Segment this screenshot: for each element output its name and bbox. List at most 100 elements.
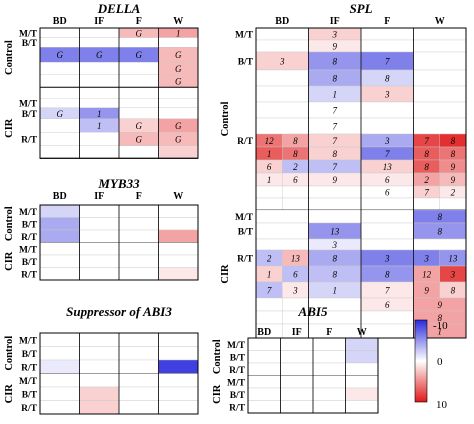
- group-label: Control: [220, 102, 231, 137]
- group-label: Control: [212, 339, 223, 374]
- heatmap-cell: [255, 27, 309, 41]
- cell-label: 7: [385, 57, 390, 67]
- cell-label: G: [175, 76, 182, 86]
- column-header: W: [357, 327, 367, 338]
- heatmap-cell: [308, 197, 362, 211]
- cell-label: 1: [333, 286, 338, 296]
- heatmap-cell: [118, 373, 159, 388]
- cell-label: 7: [267, 286, 272, 296]
- row-label: M/T: [19, 208, 38, 218]
- cell-label: 1: [267, 270, 272, 280]
- heatmap-cell: [255, 85, 309, 103]
- heatmap-cell: [39, 386, 80, 401]
- heatmap-cell: [345, 362, 379, 376]
- heatmap-cell: [158, 97, 199, 108]
- cell-label: 8: [333, 254, 338, 264]
- cell-label: 3: [423, 254, 429, 264]
- heatmap-cell: [118, 107, 159, 120]
- heatmap-cell: [360, 117, 414, 135]
- heatmap-cell: [118, 145, 159, 159]
- heatmap-cell: [158, 346, 199, 361]
- heatmap-cell: [308, 323, 362, 339]
- panel-title: DELLA: [97, 1, 141, 16]
- cell-label: 3: [332, 30, 338, 40]
- heatmap-cell: [413, 117, 467, 135]
- panel-title: MYB33: [97, 176, 140, 191]
- cell-label: G: [136, 50, 143, 60]
- heatmap-cell: [360, 101, 414, 119]
- heatmap-cell: [39, 346, 80, 361]
- cell-label: 1: [438, 327, 443, 337]
- heatmap-cell: [247, 337, 281, 351]
- heatmap-cell: [312, 362, 346, 376]
- heatmap-cell: [39, 217, 80, 231]
- heatmap-cell: [158, 37, 199, 48]
- cell-label: 1: [267, 149, 272, 159]
- row-label: B/T: [22, 220, 38, 230]
- heatmap-cell: [255, 69, 309, 87]
- column-header: IF: [330, 16, 340, 27]
- heatmap-cell: [413, 69, 467, 87]
- cell-label: 8: [451, 149, 456, 159]
- heatmap-cell: [282, 197, 309, 211]
- heatmap-cell: [39, 267, 80, 281]
- heatmap-cell: [247, 362, 281, 376]
- cell-label: 7: [333, 106, 338, 116]
- row-label: R/T: [229, 403, 246, 413]
- cell-label: 1: [176, 28, 181, 38]
- cell-label: 13: [448, 254, 458, 264]
- cell-label: G: [57, 109, 64, 119]
- cell-label: 7: [385, 286, 390, 296]
- heatmap-cell: [280, 375, 314, 389]
- cell-label: 8: [333, 74, 338, 84]
- cell-label: 9: [333, 42, 338, 52]
- color-legend: -10 0 10: [414, 319, 448, 411]
- cell-label: 3: [384, 90, 390, 100]
- heatmap-cell: [158, 267, 199, 281]
- cell-label: 3: [332, 240, 338, 250]
- cell-label: 2: [293, 162, 298, 172]
- heatmap-cell: [308, 209, 362, 224]
- column-header: IF: [94, 191, 104, 202]
- cell-label: 9: [333, 175, 338, 185]
- group-label: Control: [4, 336, 15, 371]
- cell-label: 3: [384, 136, 390, 146]
- heatmap-cell: [360, 39, 414, 53]
- heatmap-panel-sabi3: Suppressor of ABI3 M/T B/T R/T Control M/T B/T…: [4, 304, 199, 415]
- heatmap-cell: [158, 217, 199, 231]
- heatmap-cell: [79, 229, 120, 243]
- group-label: CIR: [220, 264, 231, 284]
- cell-label: 6: [385, 300, 390, 310]
- heatmap-cell: [345, 387, 379, 401]
- cell-label: 8: [333, 270, 338, 280]
- heatmap-cell: [39, 97, 80, 108]
- heatmap-cell: [118, 346, 159, 361]
- heatmap-cell: [79, 145, 120, 159]
- row-label: R/T: [21, 363, 38, 373]
- cell-label: 13: [330, 227, 340, 237]
- heatmap-cell: [247, 375, 281, 389]
- heatmap-cell: [39, 359, 80, 374]
- heatmap-cell: [158, 107, 199, 120]
- row-label: B/T: [238, 228, 254, 238]
- heatmap-cell: [79, 400, 120, 415]
- heatmap-cell: [360, 310, 414, 325]
- column-header: W: [173, 191, 183, 202]
- cell-label: 6: [385, 175, 390, 185]
- heatmap-cell: [360, 197, 414, 211]
- heatmap-cell: [118, 37, 159, 48]
- heatmap-cell: [118, 254, 159, 268]
- cell-label: 8: [438, 313, 443, 323]
- heatmap-cell: [413, 238, 467, 251]
- heatmap-cell: [79, 254, 120, 268]
- heatmap-cell: [312, 350, 346, 364]
- row-label: B/T: [22, 39, 38, 49]
- heatmap-cell: [158, 229, 199, 243]
- heatmap-cell: [439, 197, 467, 211]
- heatmap-cell: [79, 37, 120, 48]
- row-label: M/T: [19, 100, 38, 110]
- cell-label: 6: [385, 188, 390, 198]
- panel-border: [39, 27, 199, 159]
- cell-label: 1: [97, 121, 102, 131]
